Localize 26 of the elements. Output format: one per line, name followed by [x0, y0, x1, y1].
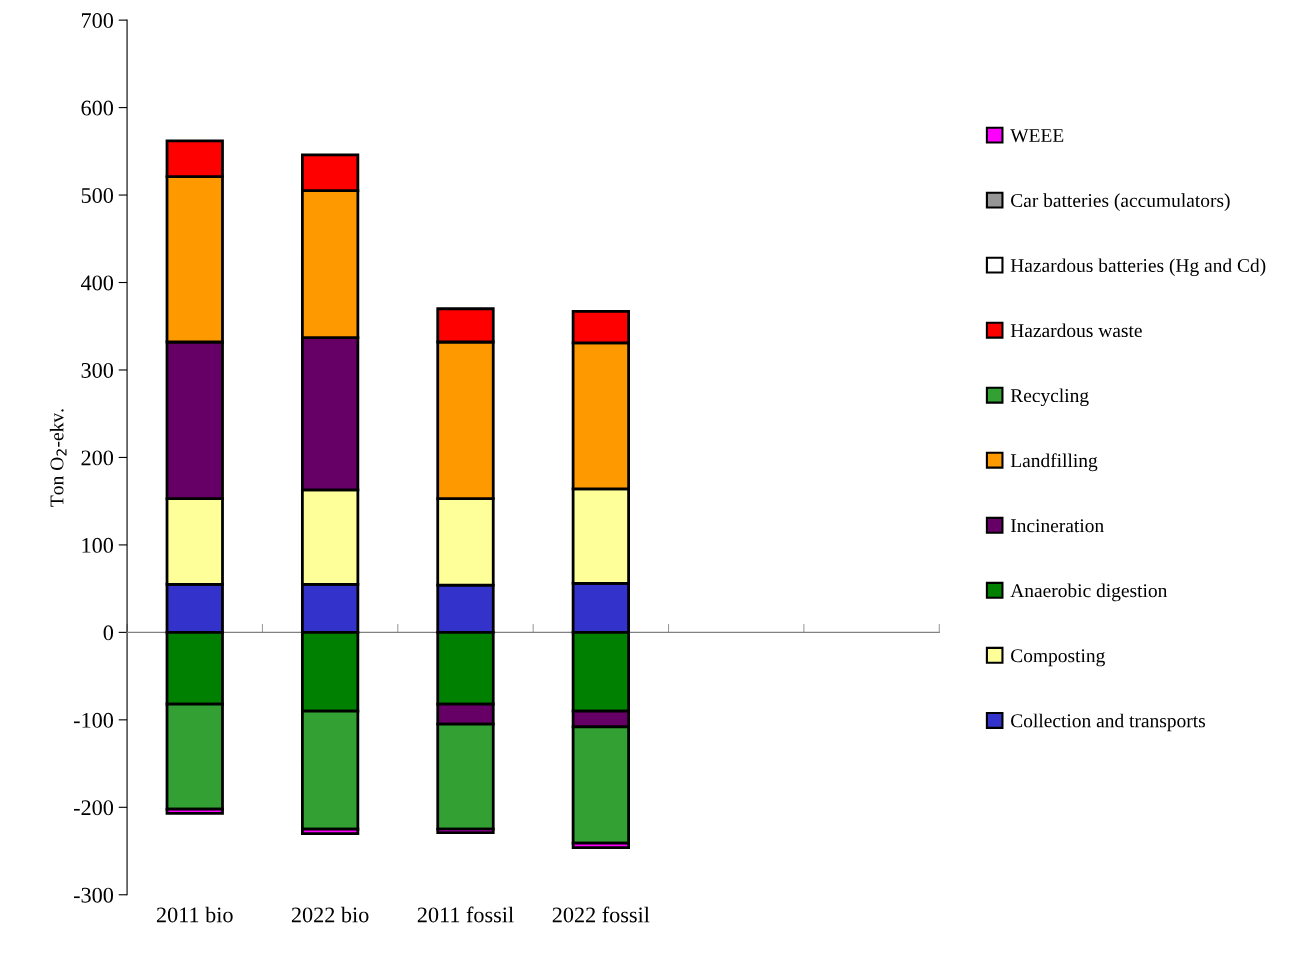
y-tick-label: 0 [103, 625, 114, 641]
y-tick-label: 500 [81, 187, 114, 203]
x-tick-label: 2022 bio [291, 906, 369, 923]
x-tick-label: 2022 fossil [552, 906, 650, 923]
x-tick-label: 2011 fossil [417, 906, 514, 923]
y-tick-label: -200 [73, 800, 114, 816]
y-tick-label: -100 [73, 712, 114, 728]
y-tick-label: 400 [80, 275, 114, 291]
x-tick-label: 2011 bio [156, 906, 233, 923]
y-tick-label: 200 [81, 450, 114, 466]
legend-label: Composting [1011, 649, 1105, 667]
legend-label: Anaerobic digestion [1010, 583, 1168, 602]
y-tick-label: 300 [81, 362, 114, 378]
legend-label: Collection and transports [1011, 713, 1206, 732]
legend-label: Hazardous batteries (Hg and Cd) [1010, 258, 1266, 277]
y-tick-label: -300 [73, 887, 114, 903]
y-axis-title: Ton O$_{2}$-ekv. [49, 409, 67, 507]
y-tick-label: 100 [82, 537, 114, 553]
legend-label: Hazardous waste [1010, 323, 1142, 338]
legend-label: WEEE [1010, 129, 1064, 143]
legend-label: Landfilling [1010, 453, 1098, 472]
legend-label: Incineration [1010, 519, 1104, 533]
legend-label: Car batteries (accumulators) [1011, 193, 1230, 212]
legend-label: Recycling [1010, 388, 1089, 407]
y-tick-label: 700 [82, 13, 114, 29]
y-tick-label: 600 [81, 100, 114, 116]
